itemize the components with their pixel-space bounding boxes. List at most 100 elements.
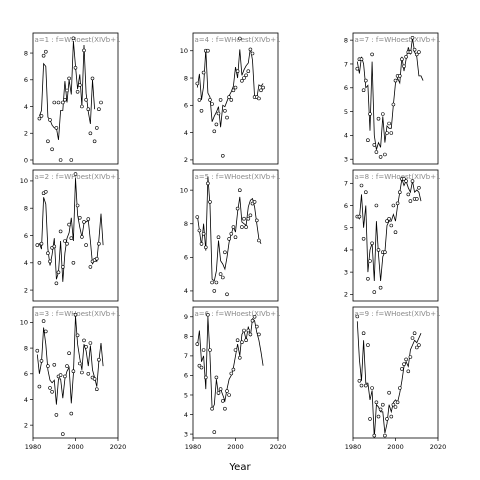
y-tick-label: 8 xyxy=(24,344,28,352)
observed-point xyxy=(84,344,88,349)
y-tick-label: 5 xyxy=(344,224,348,232)
observed-point xyxy=(412,331,417,336)
observed-point xyxy=(374,203,379,208)
observed-point xyxy=(54,281,59,286)
panel-8: a=6 : f=WHoest(XIVb+1 3 4 5 6 7 8 9 1980 2000 2020 xyxy=(184,306,286,451)
observed-point xyxy=(223,250,227,255)
y-tick-label: 6 xyxy=(184,102,188,110)
y-tick-label: 9 xyxy=(184,313,188,321)
observed-point xyxy=(46,139,50,144)
observed-point xyxy=(206,312,210,317)
y-tick-label: 10 xyxy=(20,319,28,327)
observed-point xyxy=(73,172,78,176)
observed-point xyxy=(63,374,67,379)
observed-point xyxy=(69,411,74,416)
observed-point xyxy=(374,400,379,405)
y-tick-label: 7 xyxy=(344,180,348,188)
observed-point xyxy=(410,336,415,340)
observed-point xyxy=(412,47,417,52)
observed-point xyxy=(370,52,374,57)
observed-point xyxy=(231,88,236,93)
observed-point xyxy=(210,280,214,285)
y-tick-label: 2 xyxy=(344,291,348,299)
observed-point xyxy=(395,201,400,206)
observed-point xyxy=(238,36,242,41)
panel-label: a=8 : f=WHoest(XIVb+1 xyxy=(355,173,441,181)
observed-point xyxy=(366,276,370,281)
observed-point xyxy=(46,364,50,368)
observed-point xyxy=(86,107,91,111)
x-tick-label: 1980 xyxy=(185,443,202,451)
observed-point xyxy=(248,213,253,218)
observed-point xyxy=(58,373,63,377)
observed-point xyxy=(404,179,408,183)
observed-point xyxy=(71,36,76,41)
x-tick-label: 2000 xyxy=(67,443,84,451)
observed-point xyxy=(397,74,402,78)
panel-label: a=4 : f=WHoest(XIVb+1 xyxy=(195,36,281,44)
observed-point xyxy=(378,155,383,159)
x-tick-label: 2000 xyxy=(387,443,404,451)
observed-point xyxy=(227,95,231,99)
observed-point xyxy=(389,223,394,228)
observed-point xyxy=(37,384,42,389)
observed-point xyxy=(238,355,242,360)
observed-point xyxy=(82,48,86,53)
y-tick-label: 8 xyxy=(24,49,28,57)
observed-point xyxy=(406,192,411,197)
observed-point xyxy=(78,83,82,87)
observed-point xyxy=(75,203,80,208)
observed-point xyxy=(73,66,78,70)
observed-point xyxy=(252,314,257,319)
panel-label: a=9 : f=WHoest(XIVb+1 xyxy=(355,310,441,318)
observed-point xyxy=(414,345,419,350)
observed-point xyxy=(363,190,368,194)
observed-point xyxy=(372,290,377,294)
y-tick-label: 4 xyxy=(24,259,28,267)
observed-point xyxy=(212,430,217,434)
observed-point xyxy=(84,98,88,102)
observed-point xyxy=(259,88,263,93)
observed-point xyxy=(97,107,101,111)
observed-point xyxy=(88,341,93,345)
observed-point xyxy=(225,389,229,393)
observed-point xyxy=(60,265,65,269)
observed-point xyxy=(389,414,394,419)
observed-point xyxy=(92,139,97,144)
observed-point xyxy=(37,260,42,265)
observed-point xyxy=(225,115,229,120)
observed-point xyxy=(221,399,225,403)
x-tick-label: 2020 xyxy=(110,443,127,451)
panel-label: a=1 : f=WHoest(XIVb+1 xyxy=(35,36,121,44)
y-tick-label: 7 xyxy=(344,60,348,68)
fit-line xyxy=(36,315,104,405)
y-tick-label: 10 xyxy=(180,47,188,55)
y-tick-label: 6 xyxy=(24,76,28,84)
observed-point xyxy=(206,48,210,53)
observed-point xyxy=(402,64,406,69)
observed-point xyxy=(199,365,204,370)
y-tick-label: 0 xyxy=(24,156,28,164)
observed-point xyxy=(261,85,265,90)
panel-frame xyxy=(32,32,119,165)
panel-7: a=3 : f=WHoest(XIVb+1 2 4 6 8 10 1980 2000 2020 xyxy=(20,306,127,451)
observed-point xyxy=(80,370,84,375)
observed-point xyxy=(60,100,65,105)
observed-point xyxy=(56,100,61,105)
observed-point xyxy=(376,248,381,252)
x-axis-title: Year xyxy=(228,462,251,473)
observed-point xyxy=(393,78,398,83)
observed-point xyxy=(206,181,210,186)
observed-point xyxy=(233,85,238,90)
observed-point xyxy=(393,405,398,409)
observed-point xyxy=(52,100,57,105)
x-tick-label: 1980 xyxy=(25,443,42,451)
observed-point xyxy=(257,332,261,337)
panel-frame xyxy=(192,169,279,302)
y-tick-label: 2 xyxy=(24,130,28,138)
observed-point xyxy=(214,375,219,380)
y-tick-label: 8 xyxy=(184,74,188,82)
panel-9: a=9 : f=WHoest(XIVb+1 1980 2000 2020 xyxy=(345,306,446,451)
observed-point xyxy=(357,378,362,383)
observed-point xyxy=(95,126,99,130)
